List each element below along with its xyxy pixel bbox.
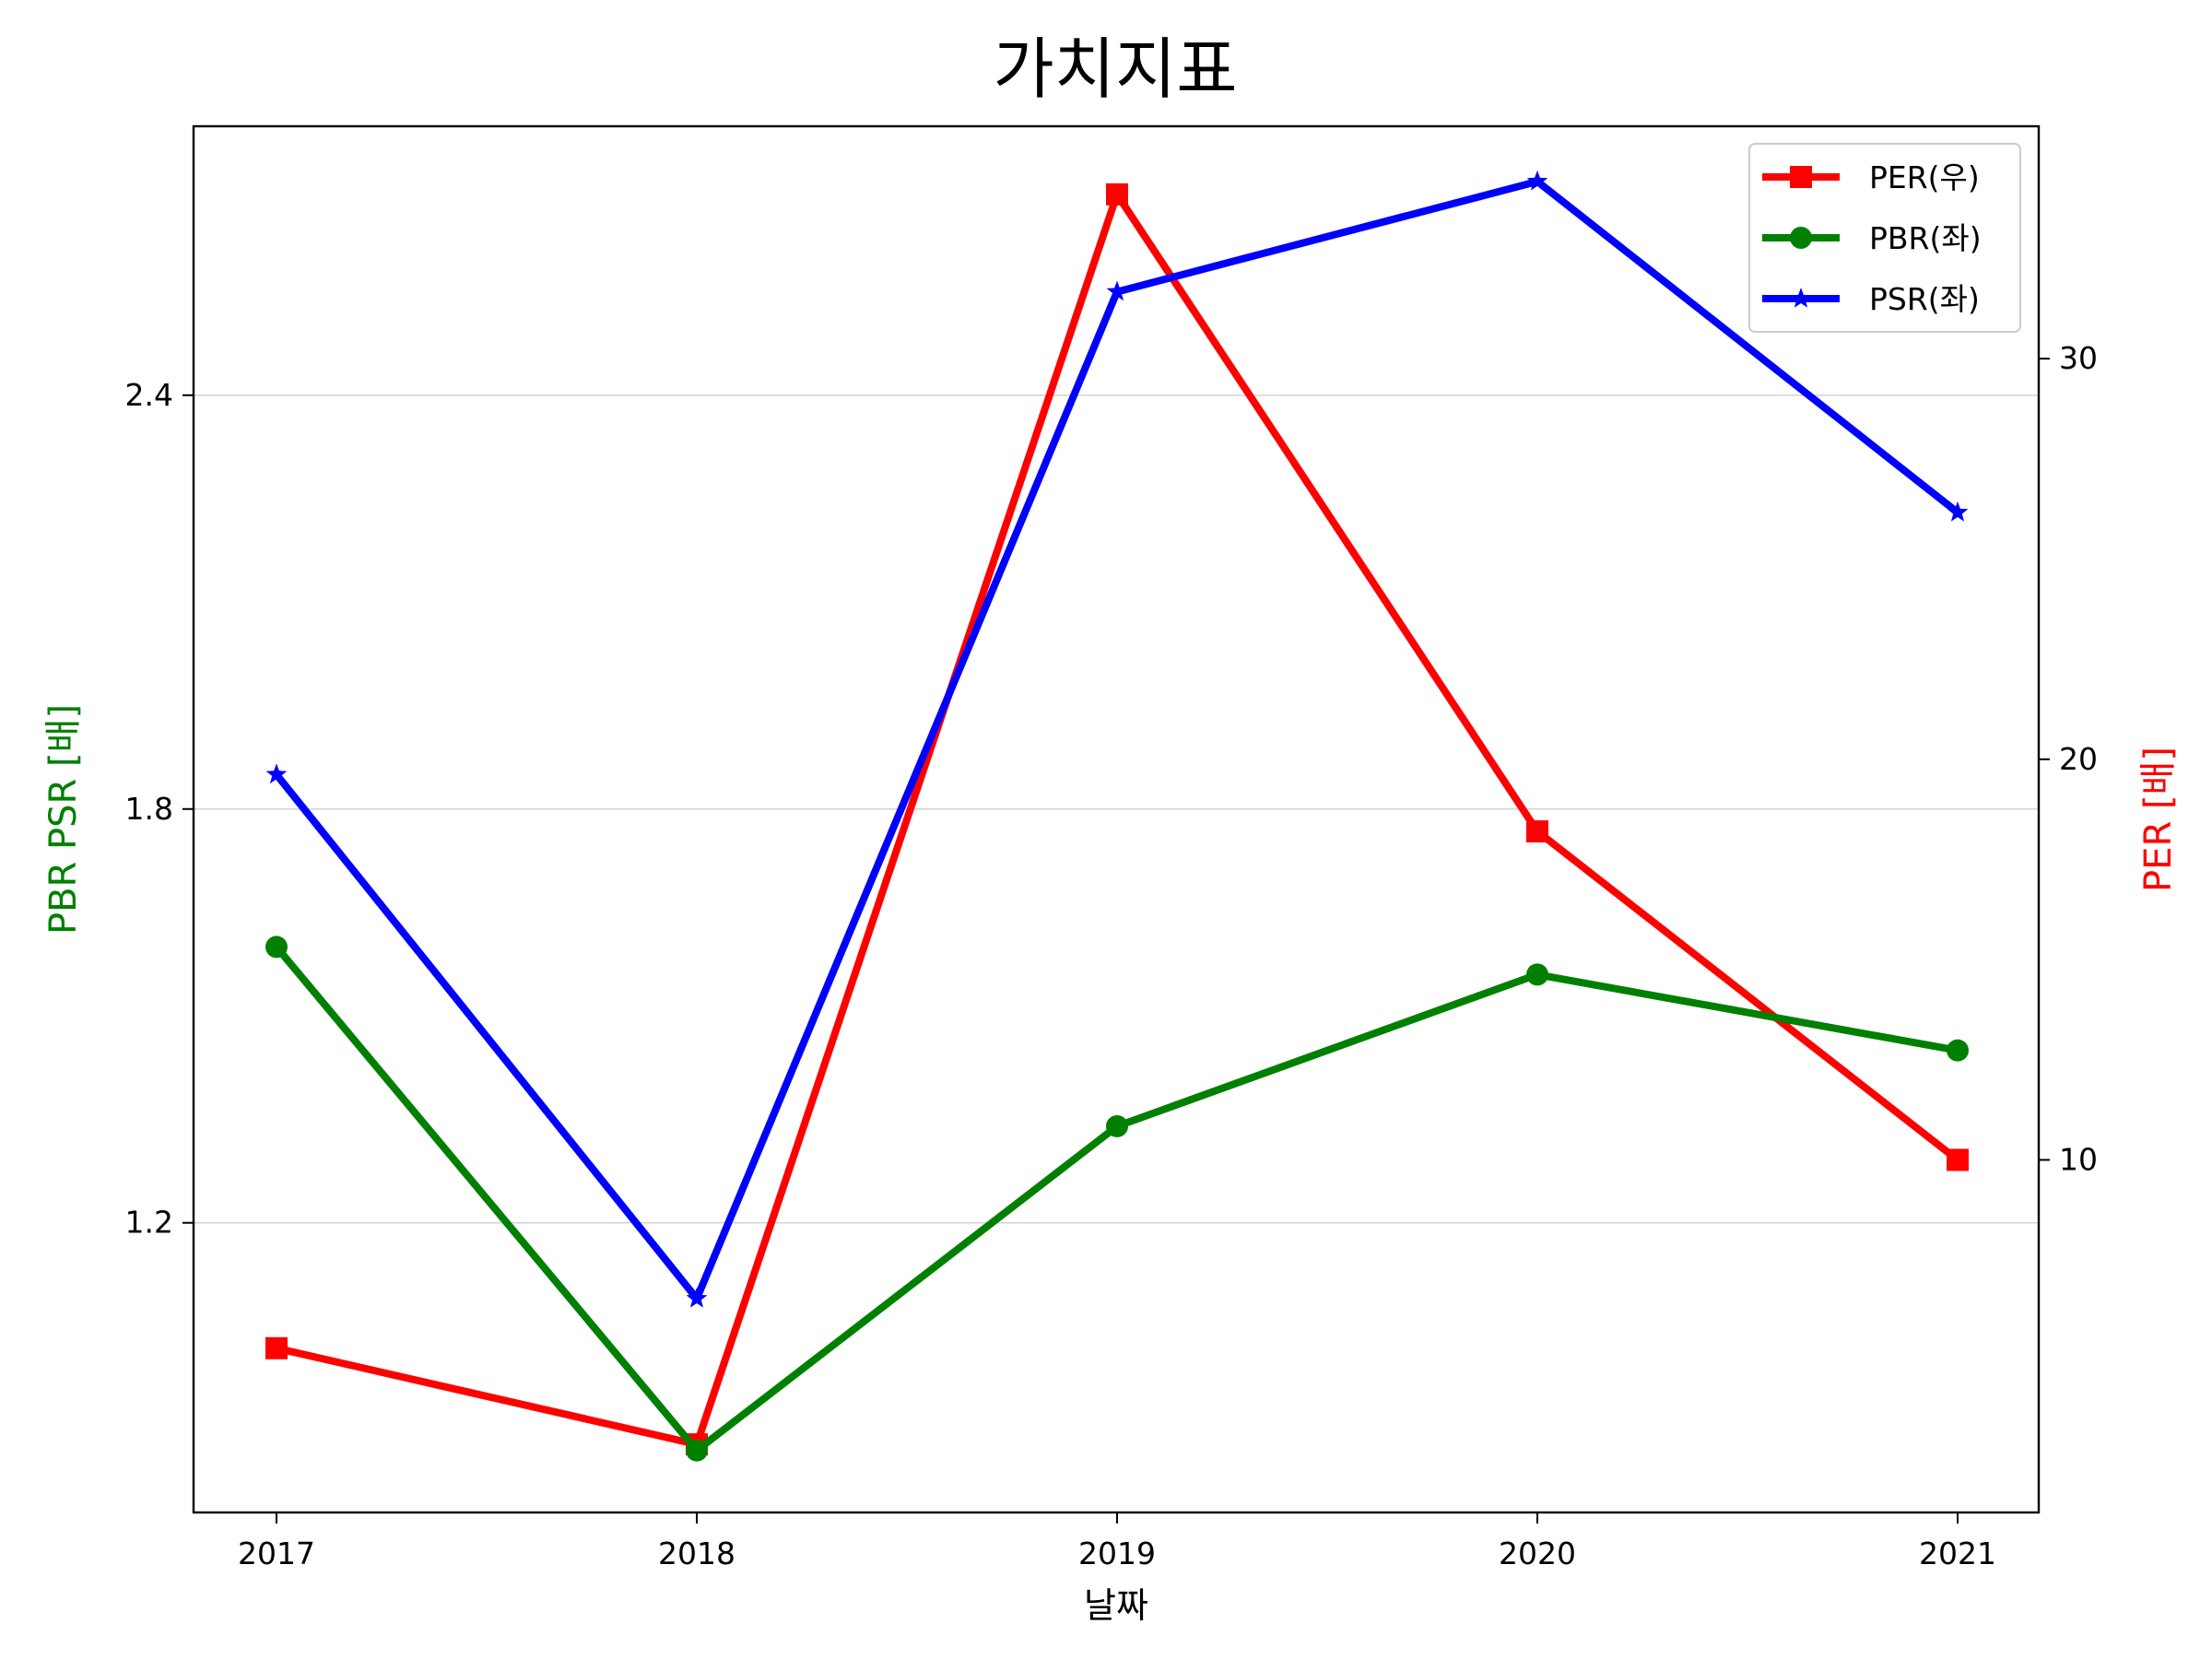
x-tick-label-2020: 2020 <box>1499 1535 1576 1571</box>
point-PBR(좌)-2018 <box>686 1439 708 1462</box>
point-PBR(좌)-2017 <box>265 935 288 959</box>
point-PER(우)-2017 <box>265 1336 288 1359</box>
x-tick-label-2018: 2018 <box>658 1535 735 1571</box>
series-PSR(좌) <box>265 170 1969 1308</box>
right-tick-label-20: 20 <box>2059 741 2098 777</box>
gridlines <box>194 394 2039 1224</box>
point-PSR(좌)-2017 <box>265 763 288 784</box>
point-PER(우)-2020 <box>1526 820 1548 843</box>
legend-label-PBR(좌): PBR(좌) <box>1869 220 1982 256</box>
series-PBR(좌) <box>265 935 1969 1462</box>
point-PER(우)-2019 <box>1106 182 1128 206</box>
point-PSR(좌)-2020 <box>1526 170 1548 191</box>
x-tick-label-2017: 2017 <box>238 1535 315 1571</box>
left-y-axis: 1.2 1.8 2.4 <box>125 377 194 1241</box>
x-axis: 2017 2018 2019 2020 2021 <box>238 1512 1996 1571</box>
right-tick-label-10: 10 <box>2059 1141 2098 1177</box>
legend: PER(우) PBR(좌) PSR(좌) <box>1748 143 2021 333</box>
left-tick-label-2.4: 2.4 <box>125 377 173 413</box>
point-PBR(좌)-2021 <box>1947 1039 1969 1062</box>
x-tick-label-2019: 2019 <box>1078 1535 1156 1571</box>
point-PSR(좌)-2019 <box>1106 280 1128 301</box>
point-PSR(좌)-2021 <box>1947 501 1969 522</box>
left-tick-label-1.2: 1.2 <box>125 1205 173 1241</box>
x-axis-title: 날짜 <box>1084 1585 1148 1626</box>
legend-item-PBR(좌): PBR(좌) <box>1762 220 1982 256</box>
chart-title: 가치지표 <box>994 30 1238 108</box>
point-PBR(좌)-2019 <box>1106 1114 1128 1137</box>
point-PBR(좌)-2020 <box>1526 963 1548 986</box>
legend-label-PER(우): PER(우) <box>1869 159 1980 195</box>
legend-label-PSR(좌): PSR(좌) <box>1869 281 1980 317</box>
right-y-axis-title: PER [배] <box>2137 747 2180 892</box>
legend-item-PER(우): PER(우) <box>1762 159 1980 195</box>
left-tick-label-1.8: 1.8 <box>125 791 173 827</box>
legend-frame <box>1748 143 2021 333</box>
point-PSR(좌)-2018 <box>686 1288 708 1308</box>
left-y-axis-title: PBR PSR [배] <box>42 704 85 935</box>
right-y-axis: 10 20 30 <box>2039 340 2098 1177</box>
x-tick-label-2021: 2021 <box>1919 1535 1996 1571</box>
right-tick-label-30: 30 <box>2059 340 2098 376</box>
legend-item-PSR(좌): PSR(좌) <box>1762 281 1980 317</box>
legend-marker-PER(우) <box>1790 166 1812 188</box>
legend-marker-PBR(좌) <box>1790 227 1812 249</box>
point-PER(우)-2021 <box>1947 1148 1969 1171</box>
series-layer <box>265 170 1969 1462</box>
legend-marker-PSR(좌) <box>1790 288 1812 308</box>
